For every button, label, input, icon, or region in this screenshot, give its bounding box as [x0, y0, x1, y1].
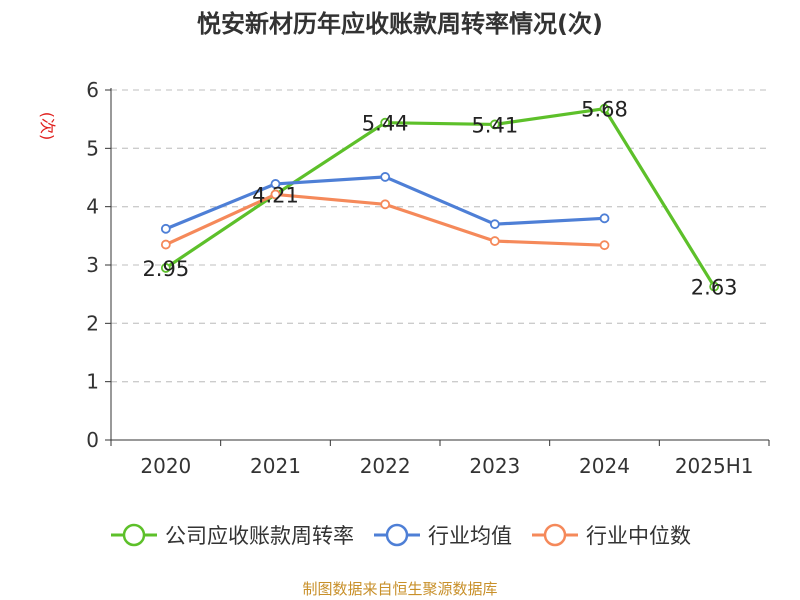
legend-label: 公司应收账款周转率	[165, 524, 354, 548]
data-point	[709, 281, 720, 292]
series-lines	[160, 103, 720, 292]
y-tick-label: 2	[86, 311, 99, 335]
data-point	[489, 236, 500, 246]
legend-item-1[interactable]: 行业均值	[372, 520, 512, 550]
data-label: 2.63	[691, 276, 738, 300]
data-point	[380, 117, 391, 128]
data-point	[380, 199, 391, 210]
data-point	[489, 119, 500, 130]
data-point	[599, 103, 610, 114]
legend-swatch-marker	[385, 523, 409, 547]
legend-label: 行业中位数	[586, 524, 691, 548]
y-tick-label: 5	[86, 136, 99, 160]
data-point	[380, 172, 391, 182]
y-tick-label: 6	[86, 78, 99, 102]
data-point	[599, 213, 610, 224]
data-labels: 2.95 4.21 5.44 5.41 5.68 2.63	[142, 98, 737, 300]
data-label: 5.44	[362, 112, 409, 136]
series-line-0	[164, 107, 716, 288]
x-tick-label: 2021	[250, 454, 301, 478]
data-point	[599, 240, 610, 251]
y-tick-label: 1	[86, 370, 99, 394]
data-point	[160, 223, 171, 234]
y-tick-label: 3	[86, 253, 99, 277]
legend-swatch-marker	[122, 523, 146, 547]
data-point	[160, 263, 171, 273]
data-point	[270, 179, 281, 189]
legend-swatch-icon	[532, 523, 578, 547]
legend-swatch-icon	[374, 523, 420, 547]
gridlines	[111, 89, 769, 383]
data-point	[160, 239, 171, 250]
chart-title: 悦安新材历年应收账款周转率情况(次)	[197, 10, 603, 38]
legend-item-0[interactable]: 公司应收账款周转率	[109, 520, 354, 550]
x-tick-label: 2022	[360, 454, 411, 478]
legend-swatch-marker	[543, 523, 567, 547]
y-tick-label: 0	[86, 428, 99, 452]
data-label: 5.41	[471, 113, 518, 137]
legend: 公司应收账款周转率 行业均值 行业中位数	[0, 520, 800, 550]
data-label: 4.21	[252, 183, 299, 207]
y-axis-label: (次)	[38, 112, 57, 141]
x-tick-label: 2024	[579, 454, 630, 478]
legend-swatch-icon	[111, 523, 157, 547]
data-point	[489, 219, 500, 230]
data-point	[270, 189, 281, 200]
data-label: 2.95	[142, 257, 189, 281]
x-tick-label: 2025H1	[675, 454, 754, 478]
y-tick-label: 4	[86, 195, 99, 219]
source-note: 制图数据来自恒生聚源数据库	[302, 580, 498, 598]
x-tick-label: 2023	[469, 454, 520, 478]
legend-label: 行业均值	[428, 524, 512, 548]
legend-item-2[interactable]: 行业中位数	[530, 520, 691, 550]
x-tick-label: 2020	[140, 454, 191, 478]
axes: 0 1 2 3 4 5 6 2020 2021 2022 2023 2024 2025H1 (次)	[38, 78, 770, 478]
data-label: 5.68	[581, 98, 628, 122]
